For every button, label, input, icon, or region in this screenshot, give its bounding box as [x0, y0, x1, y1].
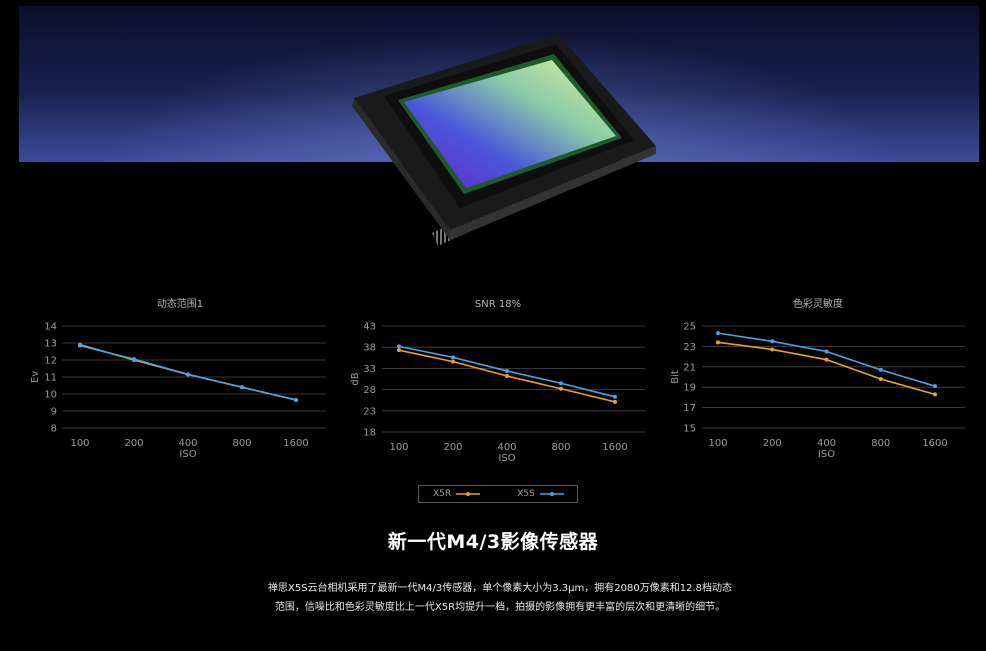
x-axis-label: ISO [818, 449, 835, 460]
y-tick-label: 43 [363, 322, 376, 333]
chart-legend: X5R X5S [418, 485, 578, 503]
y-tick-label: 12 [44, 356, 57, 367]
legend-swatch-x5r [456, 492, 481, 496]
y-tick-label: 13 [44, 339, 57, 350]
x-tick-label: 100 [70, 438, 89, 449]
data-point-x5s [613, 394, 617, 399]
x-tick-label: 200 [124, 438, 143, 449]
y-tick-label: 11 [44, 373, 57, 384]
y-tick-label: 38 [363, 343, 376, 354]
y-axis-label: Bit [670, 370, 681, 384]
data-point-x5s [78, 343, 82, 348]
data-point-x5s [716, 331, 720, 336]
x-tick-label: 200 [763, 438, 782, 449]
y-tick-label: 17 [683, 403, 696, 414]
x-tick-label: 1600 [922, 438, 947, 449]
x-tick-label: 100 [389, 442, 408, 453]
page-headline: 新一代M4/3影像传感器 [387, 531, 599, 553]
data-point-x5s [878, 367, 883, 372]
x-tick-label: 1600 [283, 438, 308, 449]
chart-dynamic-range: 动态范围1 14 13 12 11 10 9 8 Ev 100 200 400 800 1600 ISO [30, 297, 326, 460]
data-point-x5s [770, 339, 775, 344]
chart-title: 色彩灵敏度 [793, 297, 843, 310]
x-tick-label: 400 [497, 442, 516, 453]
data-point-x5s [397, 344, 401, 349]
chart-title: 动态范围1 [157, 297, 203, 310]
data-point-x5r [397, 348, 401, 353]
legend-item-x5r: X5R [433, 489, 481, 499]
data-point-x5r [559, 386, 563, 391]
legend-label-x5s: X5S [517, 489, 535, 499]
y-tick-label: 15 [683, 424, 696, 435]
x-tick-label: 800 [871, 438, 890, 449]
description-paragraph: 禅思X5S云台相机采用了最新一代M4/3传感器，单个像素大小为3.3μm，拥有2… [220, 579, 780, 617]
y-tick-label: 14 [44, 322, 57, 333]
x-tick-label: 400 [178, 438, 197, 449]
x-tick-label: 800 [551, 442, 570, 453]
y-tick-label: 18 [363, 428, 376, 439]
legend-item-x5s: X5S [517, 489, 565, 499]
x-tick-label: 400 [817, 438, 836, 449]
x-tick-label: 100 [708, 438, 727, 449]
chart-color-sensitivity: 色彩灵敏度 25 23 21 19 17 15 Bit 100 200 400 800 1600 ISO [670, 297, 965, 460]
data-point-x5r [933, 392, 937, 397]
chart-title: SNR 18% [475, 299, 521, 310]
legend-swatch-x5s [539, 492, 564, 496]
y-tick-label: 9 [51, 407, 57, 418]
y-axis-label: Ev [30, 371, 41, 383]
charts-area: 动态范围1 14 13 12 11 10 9 8 Ev 100 200 400 800 1600 ISO S… [30, 297, 965, 464]
data-point-x5r [505, 374, 509, 379]
x-axis-label: ISO [179, 449, 196, 460]
y-tick-label: 10 [44, 390, 57, 401]
data-point-x5s [294, 397, 298, 402]
legend-label-x5r: X5R [433, 489, 452, 499]
x-tick-label: 1600 [602, 442, 627, 453]
y-tick-label: 23 [363, 406, 376, 417]
data-point-x5s [505, 368, 509, 373]
data-point-x5r [824, 357, 829, 362]
y-tick-label: 19 [683, 383, 696, 394]
x-axis-label: ISO [498, 453, 515, 464]
data-point-x5r [878, 377, 883, 382]
image-sensor-chip [352, 34, 656, 246]
data-point-x5s [824, 349, 829, 354]
data-point-x5s [186, 372, 190, 377]
y-tick-label: 23 [683, 342, 696, 353]
data-point-x5r [451, 359, 455, 364]
y-tick-label: 25 [683, 322, 696, 333]
data-point-x5r [770, 347, 775, 352]
description-line-1: 禅思X5S云台相机采用了最新一代M4/3传感器，单个像素大小为3.3μm，拥有2… [267, 583, 732, 594]
y-tick-label: 28 [363, 385, 376, 396]
y-tick-label: 21 [683, 362, 696, 373]
data-point-x5r [716, 340, 720, 345]
description-line-2: 范围，信噪比和色彩灵敏度比上一代X5R均提升一档，拍摄的影像拥有更丰富的层次和更… [274, 602, 726, 613]
data-point-x5s [132, 357, 136, 362]
chart-snr: SNR 18% 43 38 33 28 23 18 dB 100 200 400 800 1600 ISO [350, 299, 645, 464]
y-tick-label: 8 [51, 424, 57, 435]
x-tick-label: 200 [443, 442, 462, 453]
data-point-x5s [240, 385, 244, 390]
y-axis-label: dB [350, 372, 361, 385]
data-point-x5s [559, 381, 563, 386]
data-point-x5s [451, 355, 455, 360]
x-tick-label: 800 [232, 438, 251, 449]
data-point-x5r [613, 399, 617, 404]
data-point-x5s [933, 384, 937, 389]
y-tick-label: 33 [363, 364, 376, 375]
